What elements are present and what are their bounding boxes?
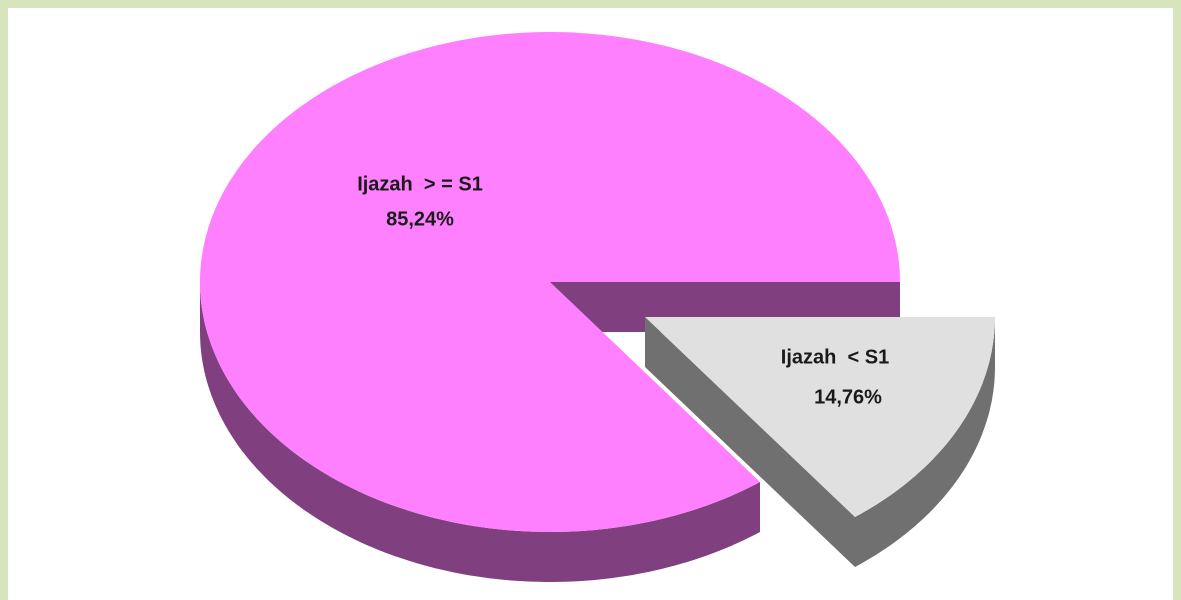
slice xyxy=(645,317,995,517)
slice-category-label: Ijazah > = S1 xyxy=(357,173,483,195)
slice-face xyxy=(645,317,855,567)
slice-value-label: 85,24% xyxy=(386,208,454,230)
slice-value-label: 14,76% xyxy=(814,386,882,408)
slice-side xyxy=(200,282,760,582)
slice xyxy=(200,32,900,532)
slice-side xyxy=(855,317,995,567)
slice-category-label: Ijazah < S1 xyxy=(781,346,889,368)
